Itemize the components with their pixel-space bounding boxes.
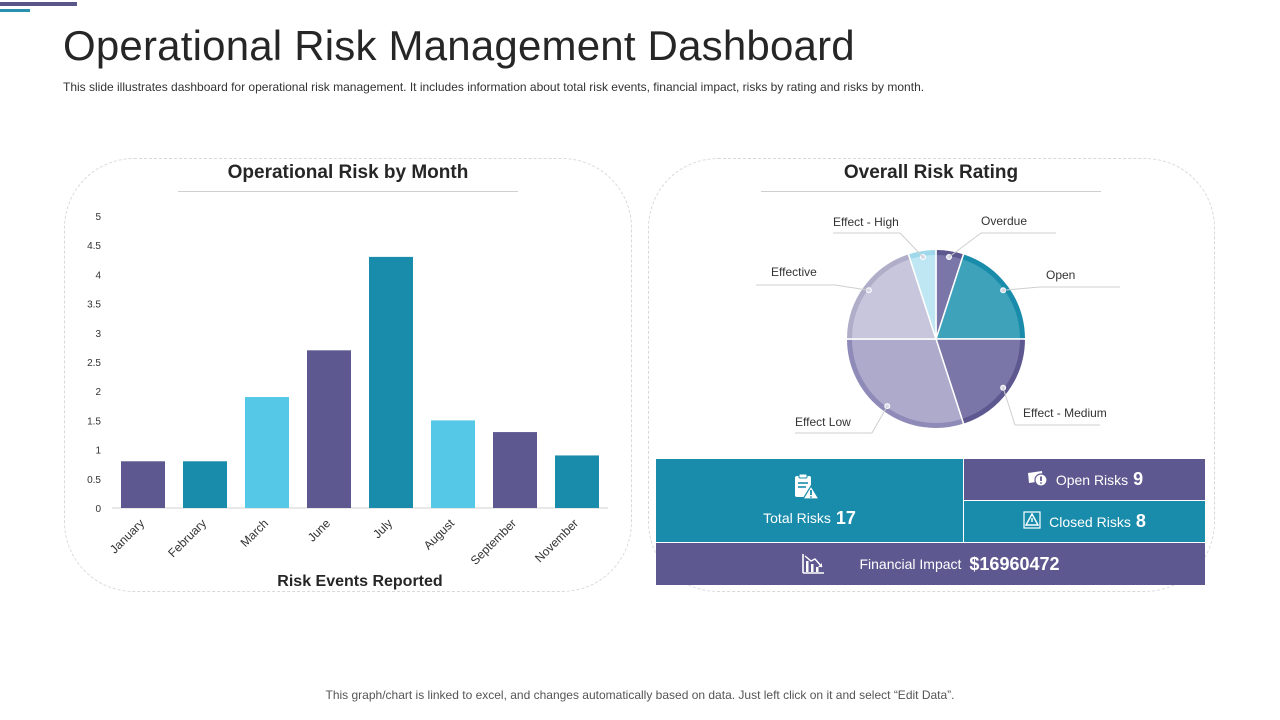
bar-august (431, 420, 475, 508)
bar-march (245, 397, 289, 508)
pie-slice-effective-rim (847, 254, 910, 339)
pie-leader-line (948, 232, 982, 258)
bar-chart-panel (64, 158, 632, 592)
pie-slice-open-rim (962, 254, 1025, 339)
pie-leader-line (871, 405, 888, 434)
financial-impact-value: $16960472 (969, 553, 1060, 574)
bar-february (183, 461, 227, 508)
bar-june (307, 350, 351, 508)
y-tick-label: 2 (95, 387, 101, 398)
x-tick-label: June (305, 516, 334, 545)
x-tick-label: January (107, 516, 147, 556)
open-risks-label: Open Risks (1055, 471, 1129, 488)
closed-risks-label: Closed Risks (1049, 513, 1131, 530)
x-axis-title: Risk Events Reported (277, 573, 442, 590)
pie-chart-title-rule (761, 191, 1101, 192)
page-subtitle: This slide illustrates dashboard for ope… (63, 80, 925, 94)
pie-chart: Overdue Open Effect - Medium Effect Low Effe… (756, 214, 1120, 434)
financial-impact-label: Financial Impact (859, 556, 962, 572)
x-tick-label: September (468, 516, 519, 567)
closed-risks-value: 8 (1135, 511, 1146, 531)
open-risks-tile: Open Risks 9 (964, 459, 1205, 500)
pie-leader-line (1003, 286, 1041, 291)
pie-leader-line (834, 284, 869, 291)
accent-bar (0, 2, 77, 6)
y-tick-label: 0.5 (87, 475, 101, 486)
y-tick-label: 0 (95, 504, 101, 515)
pie-chart-title: Overall Risk Rating (843, 162, 1019, 183)
pie-leader-line (1002, 387, 1016, 426)
total-risks-label: Total Risks (763, 510, 831, 526)
x-tick-label: February (165, 516, 209, 560)
bar-january (121, 461, 165, 508)
page-title: Operational Risk Management Dashboard (63, 22, 855, 69)
y-tick-label: 2.5 (87, 358, 101, 369)
bar-chart-title-rule (178, 191, 518, 192)
y-tick-label: 5 (95, 212, 101, 223)
pie-chart-panel (648, 158, 1215, 592)
bar-september (493, 432, 537, 508)
x-tick-label: November (532, 516, 581, 565)
pie-label: Overdue (981, 214, 1027, 228)
financial-impact-tile: Financial Impact $16960472 (656, 543, 1205, 585)
bar-november (555, 455, 599, 508)
pie-slice-effect-medium-rim (962, 339, 1025, 424)
total-risks-value: 17 (835, 507, 856, 528)
y-tick-label: 3 (95, 329, 101, 340)
y-tick-label: 4.5 (87, 241, 101, 252)
x-tick-label: August (421, 516, 458, 553)
pie-label: Open (1046, 268, 1075, 282)
footer-note: This graph/chart is linked to excel, and… (325, 688, 955, 702)
pie-leader-line (899, 232, 924, 258)
bar-chart: 0 0.5 1 1.5 2 2.5 3 3.5 4 4.5 5 January February Marc… (87, 212, 608, 590)
accent-bar-secondary (0, 9, 30, 12)
pie-label: Effect - High (833, 215, 899, 229)
bar-chart-title: Operational Risk by Month (227, 162, 469, 183)
pie-slice-overdue-rim (936, 250, 963, 259)
bar-july (369, 256, 413, 508)
x-tick-label: July (370, 516, 395, 541)
closed-risks-tile: Closed Risks 8 (964, 501, 1205, 542)
pie-slice-effect-high-rim (909, 250, 936, 259)
x-tick-label: March (238, 516, 271, 549)
declining-chart-icon (801, 552, 825, 577)
triangle-alert-icon (1023, 511, 1041, 532)
money-alert-icon (1026, 469, 1048, 490)
y-tick-label: 3.5 (87, 300, 101, 311)
pie-label: Effective (771, 265, 817, 279)
y-tick-label: 1 (95, 446, 101, 457)
open-risks-value: 9 (1133, 469, 1144, 489)
total-risks-tile: Total Risks 17 (656, 459, 963, 542)
y-tick-label: 4 (95, 270, 101, 281)
pie-label: Effect Low (795, 415, 851, 429)
y-tick-label: 1.5 (87, 416, 101, 427)
pie-label: Effect - Medium (1023, 406, 1107, 420)
clipboard-warning-icon (791, 473, 821, 504)
